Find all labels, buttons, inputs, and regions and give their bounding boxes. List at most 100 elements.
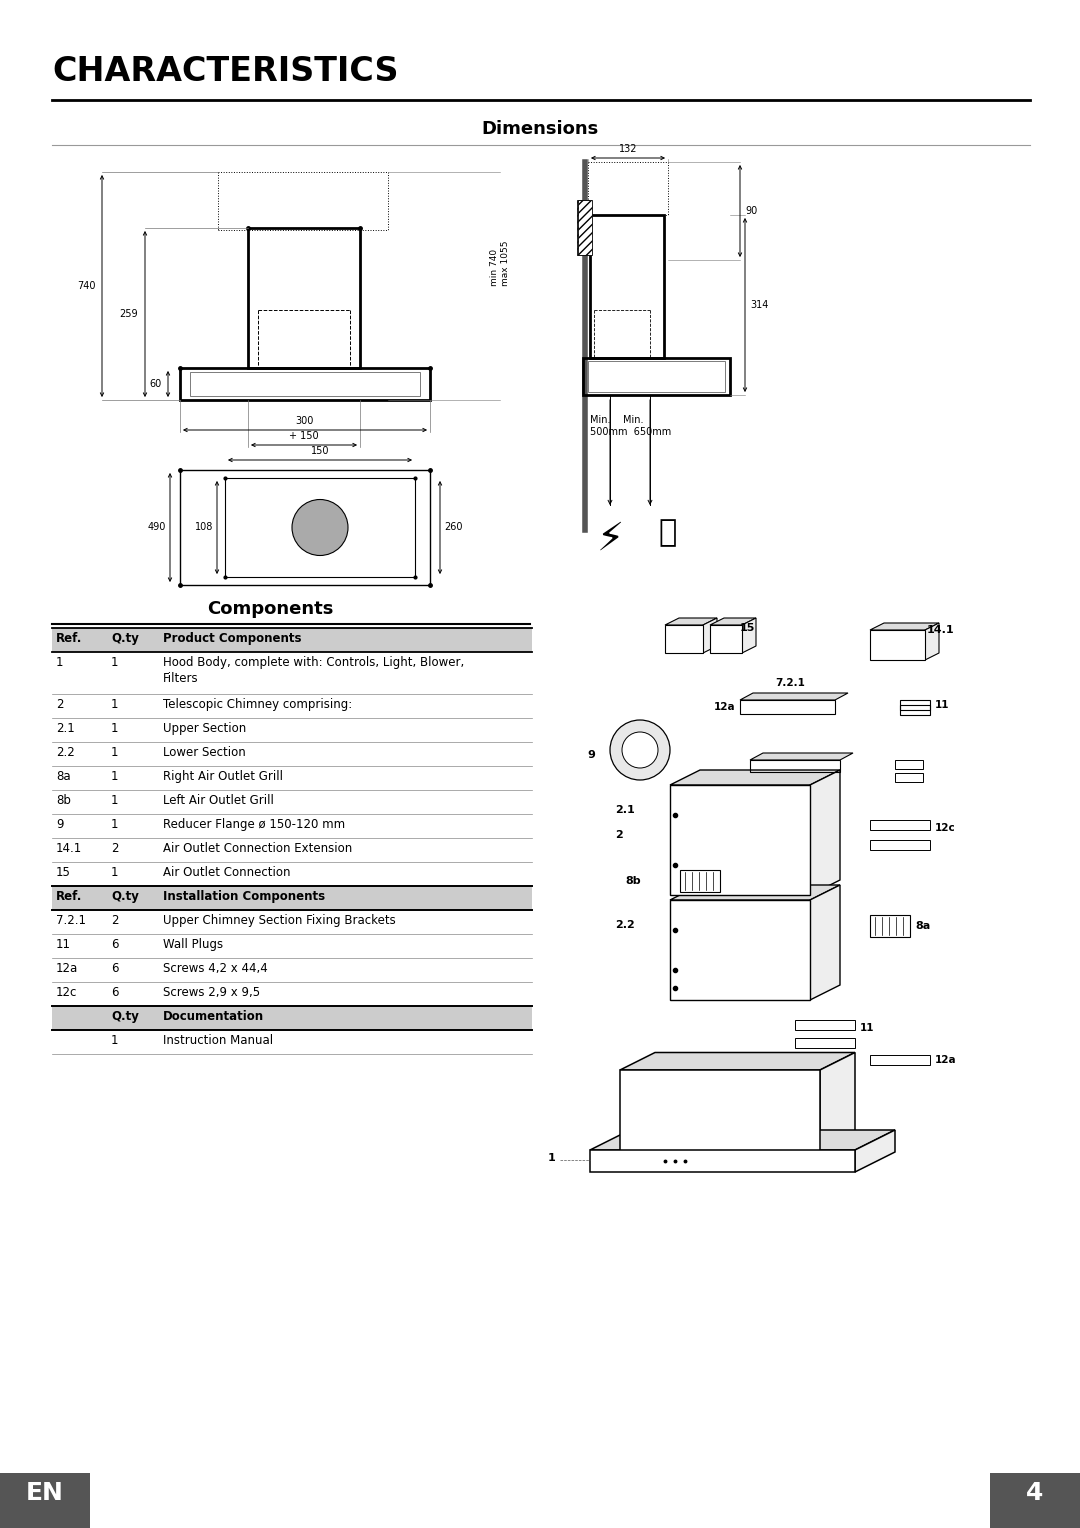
Text: 6: 6 [111, 963, 119, 975]
Bar [900, 700, 930, 711]
Polygon shape [670, 770, 840, 785]
Polygon shape [665, 617, 717, 625]
Text: Screws 2,9 x 9,5: Screws 2,9 x 9,5 [163, 986, 260, 999]
Text: 2: 2 [111, 842, 119, 856]
Text: 260: 260 [444, 523, 462, 532]
Circle shape [292, 500, 348, 556]
Text: Installation Components: Installation Components [163, 889, 325, 903]
Text: Q.ty: Q.ty [111, 633, 139, 645]
Text: 132: 132 [619, 144, 637, 154]
Text: 6: 6 [111, 986, 119, 999]
Text: 2: 2 [111, 914, 119, 927]
Polygon shape [670, 885, 840, 900]
Bar [680, 869, 720, 892]
Text: 490: 490 [148, 523, 166, 532]
Text: Q.ty: Q.ty [111, 1010, 139, 1024]
Text: 1: 1 [111, 698, 119, 711]
Text: Wall Plugs: Wall Plugs [163, 938, 224, 950]
Polygon shape [924, 623, 939, 660]
Bar [670, 785, 810, 895]
Polygon shape [710, 617, 756, 625]
Bar [870, 1054, 930, 1065]
Bar [590, 1151, 855, 1172]
Bar [577, 200, 589, 255]
Text: 1: 1 [111, 770, 119, 782]
Bar [52, 886, 532, 911]
Text: 500mm  650mm: 500mm 650mm [590, 426, 672, 437]
Text: Ref.: Ref. [56, 633, 82, 645]
Text: 2: 2 [56, 698, 64, 711]
Bar [583, 358, 730, 396]
Polygon shape [820, 1053, 855, 1155]
Text: 4: 4 [1026, 1481, 1043, 1505]
Text: 8b: 8b [625, 876, 640, 886]
Text: Filters: Filters [163, 672, 199, 685]
Polygon shape [810, 770, 840, 895]
Bar [870, 915, 910, 937]
Bar [895, 773, 923, 782]
Polygon shape [750, 753, 853, 759]
Text: 12a: 12a [935, 1054, 957, 1065]
Circle shape [610, 720, 670, 779]
Text: Lower Section: Lower Section [163, 746, 246, 759]
Polygon shape [620, 1053, 855, 1070]
Text: 15: 15 [56, 866, 71, 879]
Text: ⚡: ⚡ [596, 520, 623, 558]
Text: 12c: 12c [935, 824, 956, 833]
Text: Min.    Min.: Min. Min. [590, 416, 644, 425]
Text: 1: 1 [111, 795, 119, 807]
Text: 1: 1 [548, 1154, 556, 1163]
Text: 1: 1 [111, 817, 119, 831]
Text: 1: 1 [56, 656, 64, 669]
Bar [180, 368, 430, 400]
Text: 259: 259 [120, 309, 138, 319]
Text: 1: 1 [111, 656, 119, 669]
Bar [750, 759, 840, 772]
Text: 8b: 8b [56, 795, 71, 807]
Text: 14.1: 14.1 [56, 842, 82, 856]
Bar [578, 200, 592, 255]
Text: 90: 90 [745, 206, 757, 215]
Bar [180, 471, 430, 585]
Text: Q.ty: Q.ty [111, 889, 139, 903]
Text: 6: 6 [111, 938, 119, 950]
Text: 2.1: 2.1 [615, 805, 635, 814]
Text: min 740
max 1055: min 740 max 1055 [490, 240, 510, 286]
Text: 2.2: 2.2 [615, 920, 635, 931]
Text: 12a: 12a [56, 963, 78, 975]
Bar [795, 1038, 855, 1048]
Bar [670, 900, 810, 999]
Text: 15: 15 [740, 623, 755, 633]
Bar [795, 1021, 855, 1030]
Bar [620, 1070, 820, 1155]
Text: 11: 11 [860, 1024, 875, 1033]
Polygon shape [742, 617, 756, 652]
Text: Hood Body, complete with: Controls, Light, Blower,: Hood Body, complete with: Controls, Ligh… [163, 656, 464, 669]
Polygon shape [590, 1131, 895, 1151]
Text: 314: 314 [750, 299, 768, 310]
Text: Dimensions: Dimensions [482, 121, 598, 138]
Bar [225, 478, 415, 578]
Text: 1: 1 [111, 723, 119, 735]
Bar [900, 704, 930, 715]
Bar [0, 1473, 90, 1528]
Text: Instruction Manual: Instruction Manual [163, 1034, 273, 1047]
Polygon shape [855, 1131, 895, 1172]
Bar [895, 759, 923, 769]
Text: CHARACTERISTICS: CHARACTERISTICS [52, 55, 399, 89]
Text: 14.1: 14.1 [927, 625, 955, 636]
Text: Documentation: Documentation [163, 1010, 265, 1024]
Text: 1: 1 [111, 746, 119, 759]
Text: 2.2: 2.2 [56, 746, 75, 759]
Polygon shape [810, 885, 840, 999]
Text: 9: 9 [588, 750, 595, 759]
Polygon shape [870, 623, 939, 630]
Text: Telescopic Chimney comprising:: Telescopic Chimney comprising: [163, 698, 352, 711]
Bar [710, 625, 742, 652]
Text: 2.1: 2.1 [56, 723, 75, 735]
Polygon shape [703, 617, 717, 652]
Bar [665, 625, 703, 652]
Bar [52, 628, 532, 652]
Text: Air Outlet Connection: Air Outlet Connection [163, 866, 291, 879]
Bar [588, 361, 725, 393]
